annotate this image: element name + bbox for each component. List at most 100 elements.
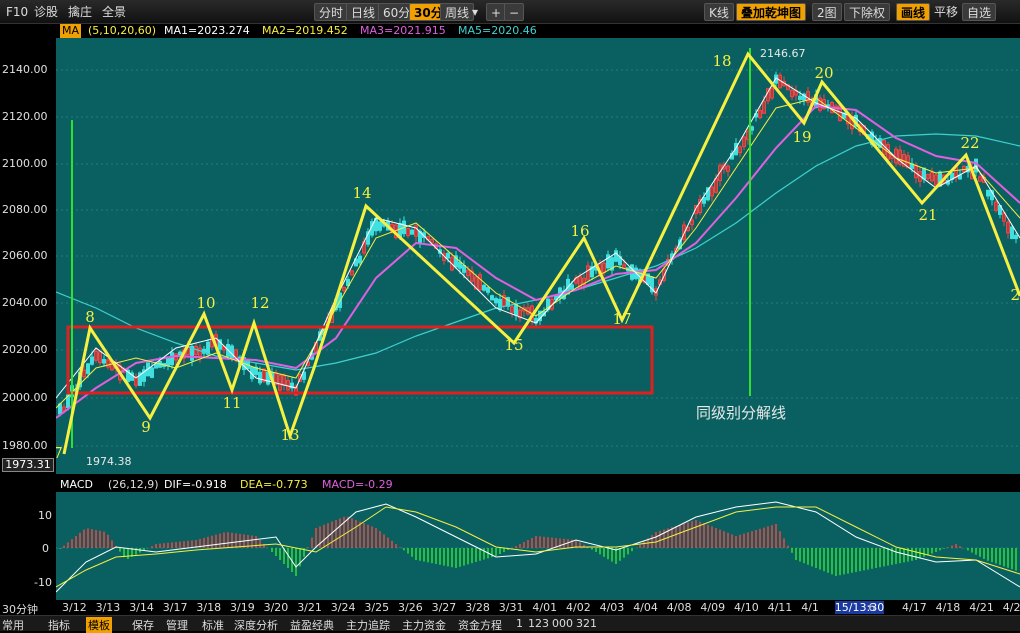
period-intraday-button[interactable]: 分时 [314,3,349,21]
bottom-tab-bar: 常用 指标 模板 保存 管理 标准 深度分析 益盈经典 主力追踪 主力资金 资金… [0,615,1020,633]
period-30min-button[interactable]: 30分 [409,3,448,21]
candle-body [538,310,542,322]
kline-button[interactable]: K线 [704,3,734,21]
date-tick: 3/21 [297,601,322,614]
tab-layout-321[interactable]: 321 [576,617,597,630]
wave-point-label: 14 [352,184,371,202]
date-tick: 6 [868,601,876,614]
f10-button[interactable]: F10 [6,5,29,19]
ma20-line [55,104,1020,419]
wave-point-label: 7 [56,444,63,462]
date-tick: 3/12 [62,601,87,614]
price-tick: 2040.00 [2,296,48,309]
tab-common[interactable]: 常用 [2,619,24,632]
candle-body [662,268,666,281]
panorama-button[interactable]: 全景 [102,5,127,19]
tab-save[interactable]: 保存 [132,619,154,632]
candle-body [358,255,362,264]
draw-line-button[interactable]: 画线 [896,3,931,21]
candle-body [486,287,490,293]
candle-body [262,368,266,383]
tab-templates[interactable]: 模板 [86,617,112,633]
wave-point-label: 23 [1010,286,1020,304]
macd-chart[interactable] [55,492,1020,600]
candle-body [126,369,130,383]
date-tick: 4/08 [666,601,692,614]
tab-deep-analysis[interactable]: 深度分析 [234,619,278,632]
period-daily-button[interactable]: 日线 [346,3,381,21]
catch-dealer-button[interactable]: 擒庄 [68,5,93,19]
candle-body [494,298,498,304]
candle-body [798,95,802,100]
candle-body [770,87,774,99]
wave-point-label: 10 [196,294,215,312]
tab-layout-1[interactable]: 1 [516,617,523,630]
tab-classic[interactable]: 益盈经典 [290,619,334,632]
candle-body [802,93,806,101]
tab-standard[interactable]: 标准 [202,619,224,632]
candle-body [506,297,510,307]
macd-tick: -10 [34,576,52,589]
wave-point-label: 18 [712,52,731,70]
candle-body [474,276,478,290]
macd-indicator-label[interactable]: MACD [60,478,93,491]
candle-body [1014,234,1018,240]
tab-main-capital[interactable]: 主力资金 [402,619,446,632]
kline-chart[interactable]: 7 8 9 10 11 12 13 14 15 16 17 18 19 20 21 22 23 [53,38,1020,474]
ma10-line [55,97,1020,409]
candle-body [410,229,414,235]
candle-body [690,219,694,226]
period-weekly-button[interactable]: 周线 [440,3,475,21]
candle-body [682,224,686,240]
candle-body [722,164,726,170]
candle-body [102,359,106,364]
tab-main-tracking[interactable]: 主力追踪 [346,619,390,632]
two-charts-button[interactable]: 2图 [812,3,842,21]
date-tick: 3/19 [230,601,255,614]
dif-value: DIF=-0.918 [164,478,227,491]
candle-body [834,105,838,113]
adjust-rights-button[interactable]: 下除权 [844,3,891,21]
candle-body [734,142,738,156]
date-tick: 4/22 [1002,601,1020,614]
date-axis: 30分钟 3/12 3/13 3/14 3/17 3/18 3/19 3/20 3/21 3/2… [0,600,1020,616]
candle-body [90,356,94,365]
top-toolbar: F10 诊股 擒庄 全景 分时 日线 60分 30分 周线 ▾ + − K线 叠… [0,0,1020,24]
date-tick: 4/10 [734,601,759,614]
low-price-label: 1974.38 [86,455,132,468]
custom-watchlist-button[interactable]: 自选 [962,3,997,21]
zoom-out-button[interactable]: − [504,3,525,21]
period-dropdown-icon[interactable]: ▾ [472,5,479,19]
tab-indicators[interactable]: 指标 [48,619,70,632]
date-tick: 3/31 [498,601,524,614]
candle-body [406,227,410,237]
ma-indicator-label[interactable]: MA [60,24,82,38]
candle-body [790,89,794,98]
wave-point-label: 16 [570,222,589,240]
tab-layout-000[interactable]: 000 [552,617,573,630]
candle-body [470,270,474,282]
candle-body [106,359,110,368]
date-tick: 3/13 [95,601,121,614]
pan-button[interactable]: 平移 [934,5,959,19]
candle-body [822,99,826,110]
date-tick: 3/28 [465,601,490,614]
price-tick: 2100.00 [2,157,48,170]
diagnose-stock-button[interactable]: 诊股 [34,5,59,19]
tab-manage[interactable]: 管理 [166,619,188,632]
candle-body [698,199,702,213]
candle-body [290,382,294,389]
overlay-button[interactable]: 叠加乾坤图 [736,3,807,21]
consolidation-box [66,325,654,395]
grid-lines [56,69,1020,447]
macd-info-bar: MACD (26,12,9) DIF=-0.918 DEA=-0.773 MAC… [0,478,1020,492]
tab-layout-123[interactable]: 123 [528,617,549,630]
wave-point-label: 15 [504,336,523,354]
wave-point-label: 20 [814,64,833,82]
date-tick: 3/27 [431,601,457,614]
date-tick: 3/26 [398,601,423,614]
period-label[interactable]: 30分钟 [2,603,38,616]
date-tick: 4/04 [633,601,658,614]
tab-capital-equation[interactable]: 资金方程 [458,619,502,632]
date-tick: 3/24 [330,601,356,614]
